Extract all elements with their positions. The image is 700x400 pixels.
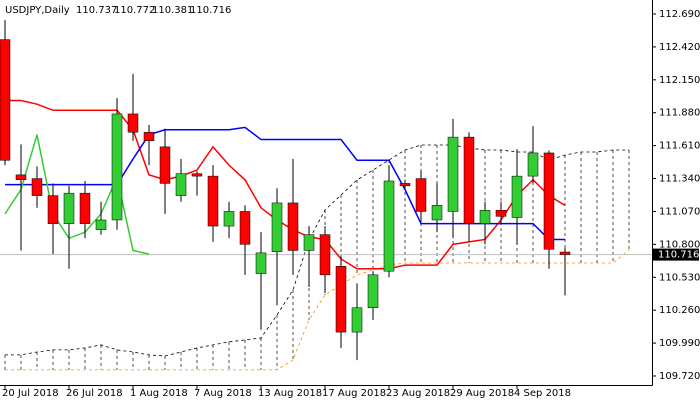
candle-body bbox=[543, 152, 555, 250]
candle-body bbox=[223, 211, 235, 227]
candle-body bbox=[335, 266, 347, 333]
candle-body bbox=[255, 252, 267, 274]
candle-body bbox=[527, 152, 539, 177]
candle-body bbox=[367, 274, 379, 308]
candle-body bbox=[351, 307, 363, 333]
candle-body bbox=[447, 136, 459, 212]
candle-body bbox=[383, 180, 395, 272]
candle-body bbox=[463, 136, 475, 224]
x-tick-label: 17 Aug 2018 bbox=[322, 388, 386, 399]
indicator-line bbox=[4, 134, 150, 255]
candle-body bbox=[239, 211, 251, 245]
candle-body bbox=[511, 175, 523, 218]
y-tick-label: 110.800 bbox=[659, 239, 700, 250]
y-tick-label: 111.070 bbox=[659, 206, 700, 217]
candle-body bbox=[319, 234, 331, 276]
candle-body bbox=[479, 209, 491, 224]
candle-body bbox=[191, 173, 203, 177]
ohlc-open: 110.737 bbox=[76, 5, 117, 16]
plot-layer bbox=[0, 20, 652, 371]
x-tick-label: 1 Aug 2018 bbox=[130, 388, 188, 399]
candle-body bbox=[79, 192, 91, 224]
x-tick-label: 26 Jul 2018 bbox=[66, 388, 123, 399]
indicator-line bbox=[5, 249, 630, 371]
x-tick-label: 7 Aug 2018 bbox=[194, 388, 252, 399]
candle-body bbox=[495, 209, 507, 217]
y-tick-label: 111.880 bbox=[659, 108, 700, 119]
candle-body bbox=[303, 234, 315, 251]
candle-body bbox=[175, 173, 187, 196]
ohlc-low: 110.381 bbox=[152, 5, 193, 16]
y-tick-label: 110.530 bbox=[659, 272, 700, 283]
x-tick-label: 4 Sep 2018 bbox=[514, 388, 571, 399]
y-tick-label: 111.610 bbox=[659, 141, 700, 152]
candle-body bbox=[0, 39, 11, 161]
y-tick-label: 110.260 bbox=[659, 305, 700, 316]
ohlc-close: 110.716 bbox=[190, 5, 231, 16]
candle-body bbox=[127, 113, 139, 133]
indicator-line bbox=[5, 99, 566, 270]
y-tick-label: 112.150 bbox=[659, 75, 700, 86]
candle-body bbox=[63, 192, 75, 224]
candle-body bbox=[111, 113, 123, 221]
indicator-line bbox=[5, 144, 629, 357]
ohlc-high: 110.772 bbox=[114, 5, 155, 16]
price-tag bbox=[653, 248, 699, 261]
y-tick-label: 111.340 bbox=[659, 174, 700, 185]
candle-body bbox=[143, 131, 155, 142]
candle-body bbox=[287, 202, 299, 251]
candle-body bbox=[207, 175, 219, 227]
y-tick-label: 109.720 bbox=[659, 371, 700, 382]
x-tick-label: 23 Aug 2018 bbox=[386, 388, 450, 399]
candle-body bbox=[559, 251, 571, 255]
candle-body bbox=[15, 174, 27, 181]
y-tick-label: 109.990 bbox=[659, 338, 700, 349]
x-tick-label: 20 Jul 2018 bbox=[2, 388, 59, 399]
x-tick-label: 13 Aug 2018 bbox=[258, 388, 322, 399]
y-tick-label: 112.420 bbox=[659, 42, 700, 53]
candle-body bbox=[399, 183, 411, 187]
candle-body bbox=[431, 205, 443, 221]
candle-body bbox=[271, 202, 283, 252]
x-tick-label: 29 Aug 2018 bbox=[450, 388, 514, 399]
y-tick-label: 112.690 bbox=[659, 9, 700, 20]
candle-body bbox=[47, 195, 59, 224]
candle-body bbox=[415, 178, 427, 212]
candle-body bbox=[31, 178, 43, 196]
price-tag-label: 110.716 bbox=[658, 250, 699, 261]
candle-body bbox=[95, 219, 107, 230]
symbol-title: USDJPY,Daily bbox=[5, 5, 70, 16]
candle-body bbox=[159, 146, 171, 184]
